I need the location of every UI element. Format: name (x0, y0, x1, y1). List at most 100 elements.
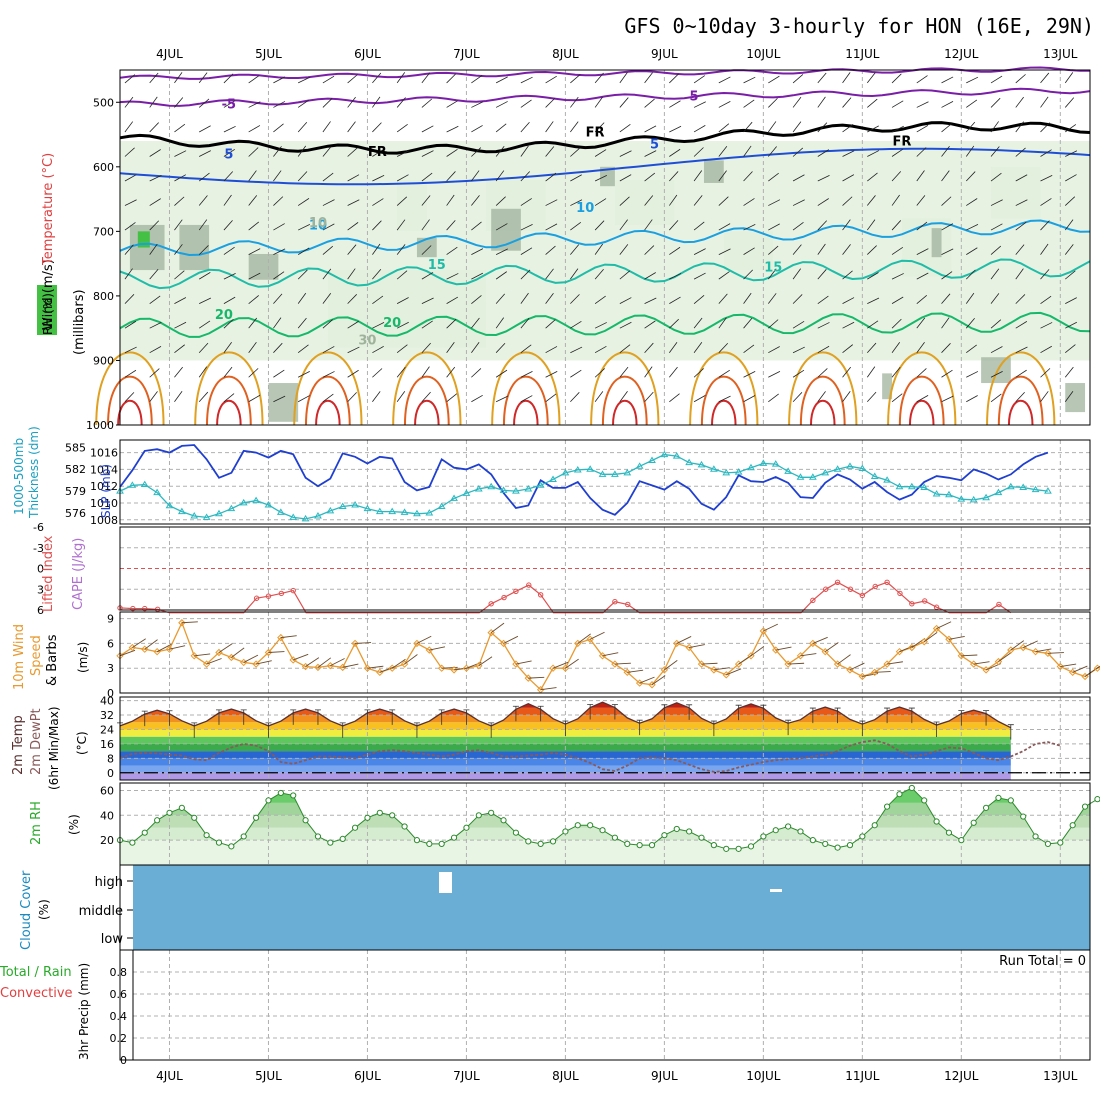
upper-wind-barb (990, 319, 1002, 329)
rh-point (215, 839, 223, 846)
upper-wind-barb (669, 171, 679, 182)
upper-wind-barb (768, 75, 780, 84)
upper-wind-barb (669, 220, 679, 231)
wind-speed-point (153, 647, 161, 656)
upper-wind-barb (644, 98, 655, 108)
upper-wind-barb (570, 199, 583, 206)
thickness-point (524, 484, 533, 492)
upper-wind-barb (866, 219, 876, 231)
upper-wind-barb (149, 198, 161, 206)
rh-dark-blob (416, 237, 437, 258)
upper-wind-barb (372, 243, 381, 255)
upper-wind-barb (792, 199, 805, 206)
upper-wind-barb (149, 175, 162, 182)
thickness-point (351, 501, 359, 508)
thickness-point (982, 493, 990, 501)
wind-speed-point (673, 639, 681, 648)
rh-point (488, 809, 495, 816)
upper-wind-barb (767, 268, 777, 280)
upper-wind-barb (570, 96, 579, 108)
upper-wind-barb (768, 223, 780, 231)
temp-minmax-bar (1007, 724, 1014, 740)
isotherm-35-dome (710, 399, 737, 426)
upper-wind-barb (421, 125, 434, 133)
upper-wind-barb (495, 146, 505, 157)
upper-wind-barb (842, 150, 855, 157)
lifted-index-point (847, 586, 854, 592)
rh-point (747, 843, 755, 850)
lifted-index-ytick-label: 3 (37, 583, 44, 596)
upper-wind-barb (520, 371, 533, 378)
upper-wind-barb (990, 245, 1002, 255)
upper-wind-barb (248, 394, 261, 403)
rh-dark-blob (882, 373, 893, 400)
upper-wind-barb (966, 76, 979, 84)
upper-wind-barb (792, 392, 803, 403)
date-label-bottom: 5JUL (255, 1069, 282, 1083)
upper-wind-barb (817, 345, 830, 354)
wind-speed-point (512, 660, 520, 668)
thickness-point (202, 513, 211, 520)
wind-barb (293, 653, 309, 661)
upper-wind-barb (1015, 174, 1028, 182)
freezing-level-line (119, 121, 1091, 155)
precip-ytick-label: 0 (120, 1054, 127, 1067)
thickness-point (846, 462, 854, 469)
upper-wind-barb (372, 322, 385, 329)
rh-point (1081, 803, 1089, 810)
upper-wind-barb (396, 366, 406, 378)
upper-wind-barb (322, 199, 335, 206)
upper-wind-barb (916, 317, 926, 329)
date-label-top: 10JUL (746, 47, 781, 61)
lifted-index-point (501, 594, 507, 601)
wind-speed-point (598, 652, 607, 660)
upper-wind-barb (471, 195, 480, 206)
upper-wind-barb (867, 150, 880, 157)
upper-wind-barb (718, 395, 731, 403)
rh-legend-swatch (37, 285, 57, 335)
date-label-top: 11JUL (845, 47, 880, 61)
thickness-title-label: 1000-500mb (12, 438, 26, 515)
thickness-point (771, 460, 780, 467)
temp-minmax-bar (166, 710, 173, 726)
precip-ytick-label: 0.4 (110, 1010, 128, 1023)
upper-wind-barb (792, 321, 805, 329)
upper-wind-barb (174, 244, 183, 255)
upper-wind-barb (273, 101, 286, 108)
upper-wind-barb (421, 98, 433, 108)
upper-wind-barb (619, 174, 632, 182)
upper-wind-barb (248, 195, 258, 206)
upper-wind-barb (372, 220, 382, 231)
upper-wind-barb (965, 292, 975, 304)
wind-unit-label: (m/s) (76, 642, 90, 673)
upper-wind-barb (520, 292, 529, 304)
wind-barb (478, 656, 493, 667)
upper-wind-barb (619, 150, 632, 157)
wind-barb (936, 621, 952, 629)
upper-wind-barb (817, 269, 827, 280)
upper-wind-barb (124, 320, 137, 329)
upper-wind-barb (421, 72, 431, 84)
wind-speed-point (227, 653, 236, 662)
upper-wind-barb (743, 121, 753, 133)
upper-wind-barb (446, 341, 455, 353)
cloud-gap-thin (770, 889, 782, 892)
upper-wind-barb (594, 149, 607, 157)
upper-wind-barb (545, 223, 558, 231)
lifted-index-point (526, 582, 532, 588)
isotherm-35-dome (1007, 399, 1034, 426)
upper-wind-barb (669, 366, 678, 378)
upper-wind-barb (644, 366, 653, 378)
upper-wind-barb (149, 322, 162, 329)
wind-speed-point (400, 660, 409, 668)
upper-wind-barb (916, 295, 928, 304)
upper-wind-barb (1040, 96, 1049, 108)
upper-wind-barb (322, 146, 332, 157)
wind-speed-point (413, 639, 421, 648)
upper-wind-barb (718, 123, 730, 133)
temp-minmax-bar (834, 707, 841, 724)
upper-wind-barb (570, 174, 582, 182)
thickness-point (895, 482, 904, 490)
wind-barb (268, 651, 285, 653)
rh-point (549, 838, 557, 845)
